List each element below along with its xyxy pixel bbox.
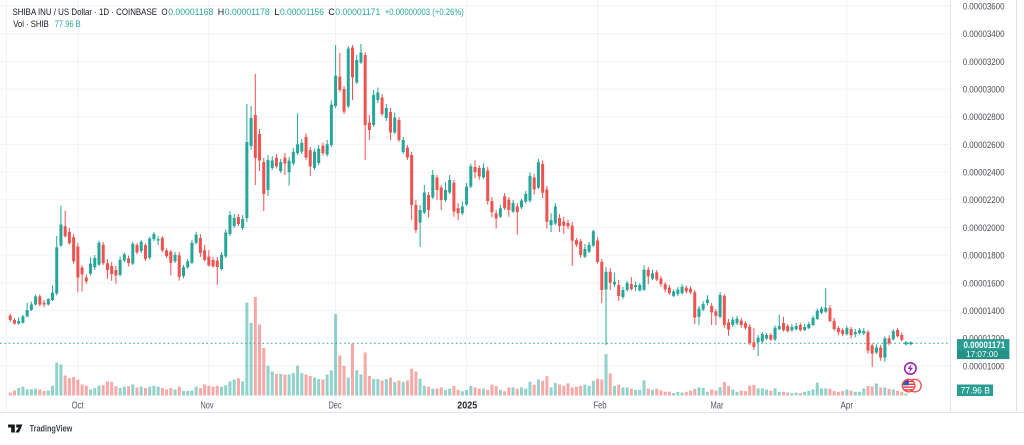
svg-text:Feb: Feb bbox=[594, 400, 607, 411]
svg-text:O: O bbox=[161, 7, 167, 18]
svg-text:0.00003600: 0.00003600 bbox=[963, 1, 1005, 11]
svg-text:0.00001171: 0.00001171 bbox=[335, 7, 380, 18]
svg-text:0.00002400: 0.00002400 bbox=[963, 168, 1005, 178]
svg-text:Oct: Oct bbox=[72, 400, 84, 411]
svg-text:0.00001200: 0.00001200 bbox=[963, 334, 1005, 344]
svg-text:0.00001000: 0.00001000 bbox=[963, 361, 1005, 371]
svg-text:0.00002000: 0.00002000 bbox=[963, 223, 1005, 233]
svg-text:Nov: Nov bbox=[201, 400, 214, 411]
svg-text:77.96 B: 77.96 B bbox=[961, 385, 991, 395]
svg-text:0.00001171: 0.00001171 bbox=[964, 340, 1006, 350]
svg-text:Vol · SHIB: Vol · SHIB bbox=[13, 19, 49, 30]
svg-text:+0.00000003 (+0.26%): +0.00000003 (+0.26%) bbox=[385, 7, 464, 18]
svg-text:0.00003000: 0.00003000 bbox=[963, 85, 1005, 95]
svg-text:0.00002600: 0.00002600 bbox=[963, 140, 1005, 150]
svg-text:Mar: Mar bbox=[711, 400, 725, 411]
svg-text:Apr: Apr bbox=[841, 400, 854, 411]
svg-text:0.00002800: 0.00002800 bbox=[963, 112, 1005, 122]
svg-text:L: L bbox=[274, 7, 280, 18]
svg-text:0.00002200: 0.00002200 bbox=[963, 195, 1005, 205]
svg-text:77.96 B: 77.96 B bbox=[55, 19, 81, 30]
svg-text:0.00003400: 0.00003400 bbox=[963, 29, 1005, 39]
svg-text:TradingView: TradingView bbox=[30, 423, 73, 433]
svg-text:H: H bbox=[218, 7, 224, 18]
svg-text:C: C bbox=[328, 7, 334, 18]
svg-text:0.00001800: 0.00001800 bbox=[963, 251, 1005, 261]
svg-text:0.00001168: 0.00001168 bbox=[168, 7, 213, 18]
svg-text:0.00003200: 0.00003200 bbox=[963, 57, 1005, 67]
svg-text:0.00001178: 0.00001178 bbox=[225, 7, 270, 18]
svg-text:0.00001156: 0.00001156 bbox=[280, 7, 324, 18]
svg-text:SHIBA INU / US Dollar · 1D · C: SHIBA INU / US Dollar · 1D · COINBASE bbox=[13, 7, 158, 18]
svg-text:0.00001400: 0.00001400 bbox=[963, 306, 1005, 316]
svg-text:17:07:00: 17:07:00 bbox=[966, 349, 998, 359]
svg-text:Dec: Dec bbox=[329, 400, 342, 411]
svg-text:2025: 2025 bbox=[457, 400, 477, 411]
svg-text:0.00001600: 0.00001600 bbox=[963, 278, 1005, 288]
